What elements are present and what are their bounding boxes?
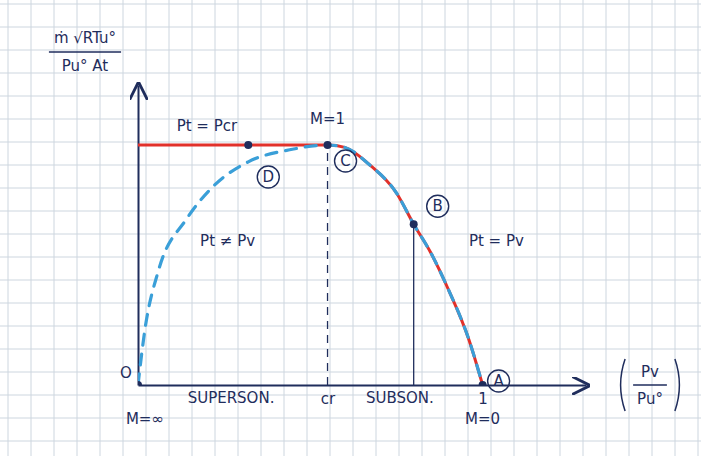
paper-line bbox=[629, 0, 630, 456]
annotation: Pt = Pcr bbox=[177, 117, 238, 135]
x-title-denominator: Pu° bbox=[637, 390, 663, 408]
paper-line bbox=[560, 0, 561, 456]
annotations: M=1 Pt = Pcr Pt ≠ Pv Pt = Pv M=∞ M=0 SUPERSON.… bbox=[126, 110, 524, 428]
paper-line bbox=[0, 257, 701, 258]
paper-line bbox=[330, 0, 331, 456]
paper-line bbox=[261, 0, 262, 456]
point bbox=[324, 141, 332, 149]
paper-line bbox=[606, 0, 607, 456]
paper-line bbox=[537, 0, 538, 456]
paper-line bbox=[0, 4, 701, 5]
x-title-numerator: Pv bbox=[641, 363, 659, 381]
paper-line bbox=[238, 0, 239, 456]
annotation: SUBSON. bbox=[366, 389, 434, 407]
label-ring bbox=[335, 150, 357, 172]
paper-line bbox=[376, 0, 377, 456]
point-label: O bbox=[120, 364, 132, 382]
paper-line bbox=[353, 0, 354, 456]
paper bbox=[0, 0, 701, 456]
paper-line bbox=[146, 0, 147, 456]
point bbox=[410, 220, 418, 228]
annotation: SUPERSON. bbox=[188, 389, 275, 407]
point bbox=[244, 141, 252, 149]
paper-line bbox=[0, 280, 701, 281]
y-axis bbox=[138, 86, 139, 386]
paper-line bbox=[31, 0, 32, 456]
paper-line bbox=[0, 234, 701, 235]
paper-line bbox=[652, 0, 653, 456]
annotation: Pt = Pv bbox=[469, 232, 524, 250]
x-tick-label: 1 bbox=[478, 390, 488, 408]
paper-line bbox=[698, 0, 699, 456]
label-ring bbox=[257, 166, 279, 188]
series-line bbox=[138, 145, 483, 385]
paper-line bbox=[0, 142, 701, 143]
paper-line bbox=[583, 0, 584, 456]
paper-line bbox=[675, 0, 676, 456]
drop-line bbox=[327, 145, 328, 385]
point bbox=[138, 381, 142, 385]
paper-line bbox=[8, 0, 9, 456]
paper-line bbox=[0, 188, 701, 189]
paper-line bbox=[0, 303, 701, 304]
chart: cr 1A B C D O M=1 Pt = Pcr Pt ≠ Pv Pt = Pv M=∞ M=0 S… bbox=[0, 0, 701, 456]
x-tick-label: cr bbox=[321, 390, 336, 408]
paper-line bbox=[0, 119, 701, 120]
paper-line bbox=[0, 372, 701, 373]
paper-line bbox=[0, 418, 701, 419]
x-tick: cr bbox=[321, 385, 336, 408]
label-ring bbox=[488, 370, 510, 392]
annotation: M=∞ bbox=[126, 410, 164, 428]
x-tick: 1 bbox=[478, 385, 488, 408]
paper-line bbox=[0, 27, 701, 28]
point bbox=[479, 381, 487, 385]
x-axis-title: Pv Pu° bbox=[621, 359, 680, 411]
paper-line bbox=[307, 0, 308, 456]
paper-line bbox=[468, 0, 469, 456]
paper-line bbox=[123, 0, 124, 456]
label-ring bbox=[427, 195, 449, 217]
annotation: Pt ≠ Pv bbox=[200, 232, 255, 250]
y-axis-title: ṁ √RTu° Pu° At bbox=[49, 29, 121, 75]
y-title-numerator: ṁ √RTu° bbox=[54, 29, 116, 47]
series-line bbox=[138, 145, 483, 385]
paper-grid bbox=[0, 0, 701, 456]
x-axis: cr 1 bbox=[139, 385, 587, 408]
paper-line bbox=[0, 96, 701, 97]
plot-area bbox=[138, 141, 487, 385]
paper-line bbox=[399, 0, 400, 456]
point-label: B bbox=[433, 197, 443, 215]
drop-line bbox=[413, 224, 414, 385]
paper-line bbox=[422, 0, 423, 456]
point-label: C bbox=[340, 152, 350, 170]
paper-line bbox=[215, 0, 216, 456]
paper-line bbox=[169, 0, 170, 456]
x-axis-line bbox=[139, 385, 587, 387]
point-label: A bbox=[493, 372, 504, 390]
paper-line bbox=[445, 0, 446, 456]
paper-line bbox=[0, 349, 701, 350]
paper-line bbox=[54, 0, 55, 456]
y-title-denominator: Pu° At bbox=[62, 57, 109, 75]
parenthesis bbox=[621, 359, 626, 411]
paper-line bbox=[0, 441, 701, 442]
fraction-bar bbox=[49, 51, 121, 53]
paper-line bbox=[0, 395, 701, 396]
point-labels: A B C D O bbox=[120, 150, 510, 392]
annotation: M=0 bbox=[465, 410, 500, 428]
paper-line bbox=[284, 0, 285, 456]
annotation: M=1 bbox=[310, 110, 345, 128]
paper-line bbox=[0, 211, 701, 212]
paper-line bbox=[0, 50, 701, 51]
paper-line bbox=[192, 0, 193, 456]
y-axis-line bbox=[138, 86, 140, 386]
fraction-bar bbox=[633, 384, 667, 386]
parenthesis bbox=[675, 359, 680, 411]
paper-line bbox=[514, 0, 515, 456]
point-label: D bbox=[262, 168, 274, 186]
paper-line bbox=[0, 326, 701, 327]
